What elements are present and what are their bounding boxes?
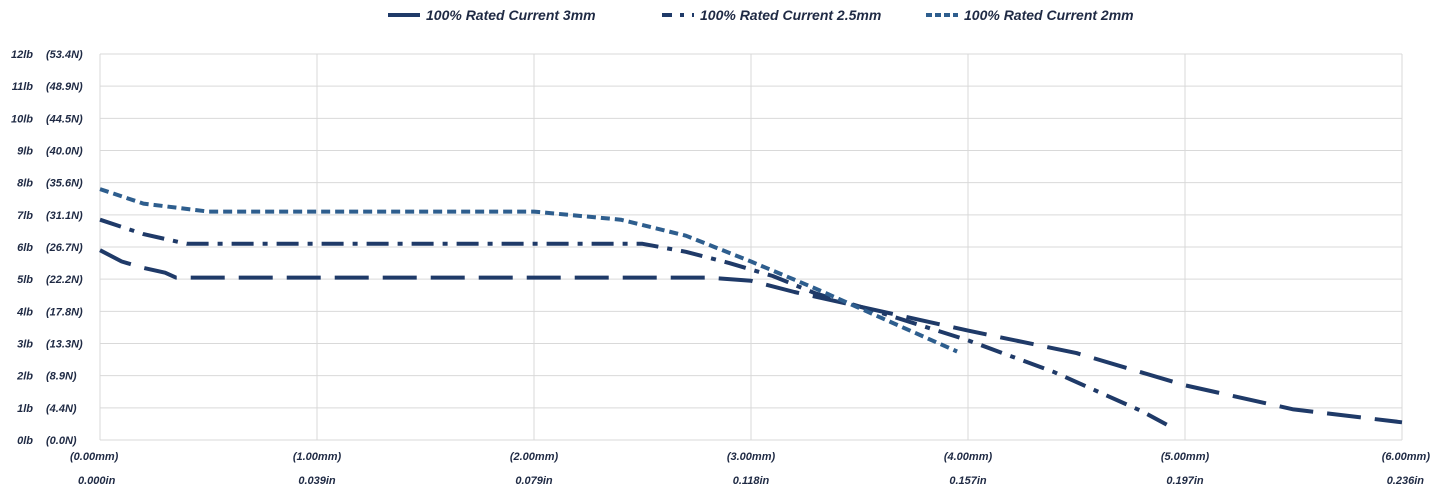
y-tick-label-lb: 7lb — [17, 210, 33, 222]
y-tick-label-lb: 4lb — [16, 306, 33, 318]
legend: 100% Rated Current 3mm 100% Rated Current… — [388, 7, 1134, 23]
y-tick-label-newton: (13.3N) — [46, 339, 83, 351]
legend-label: 100% Rated Current 2.5mm — [700, 7, 881, 23]
x-axis: (0.00mm) 0.000in (1.00mm) 0.039in (2.00mm) 0.… — [70, 451, 1430, 487]
x-tick-label-inch: 0.039in — [298, 475, 336, 487]
y-tick-label-newton: (8.9N) — [46, 371, 77, 383]
x-tick-label-inch: 0.236in — [1387, 475, 1425, 487]
y-tick-label-lb: 1lb — [17, 403, 33, 415]
x-tick-label-inch: 0.197in — [1166, 475, 1204, 487]
y-tick-label-newton: (53.4N) — [46, 49, 83, 61]
y-tick-label-lb: 3lb — [17, 339, 33, 351]
grid — [99, 53, 1403, 441]
y-tick-label-newton: (22.2N) — [46, 274, 83, 286]
y-axis: 12lb (53.4N) 11lb (48.9N) 10lb (44.5N) 9lb (40.… — [11, 49, 83, 447]
y-tick-label-newton: (26.7N) — [46, 242, 83, 254]
legend-label: 100% Rated Current 3mm — [426, 7, 596, 23]
y-tick-label-lb: 6lb — [17, 242, 33, 254]
x-tick-label-mm: (6.00mm) — [1382, 451, 1431, 463]
y-tick-label-lb: 10lb — [11, 113, 33, 125]
x-tick-label-inch: 0.157in — [949, 475, 987, 487]
x-tick-label-mm: (2.00mm) — [510, 451, 559, 463]
x-tick-label-mm: (1.00mm) — [293, 451, 342, 463]
series-lines — [99, 187, 1403, 431]
x-tick-label-inch: 0.118in — [733, 475, 770, 487]
y-tick-label-newton: (4.4N) — [46, 403, 77, 415]
y-tick-label-newton: (44.5N) — [46, 113, 83, 125]
y-tick-label-lb: 9lb — [17, 146, 33, 158]
legend-label: 100% Rated Current 2mm — [964, 7, 1134, 23]
y-tick-label-lb: 12lb — [11, 49, 33, 61]
y-tick-label-lb: 8lb — [17, 178, 33, 190]
y-tick-label-lb: 5lb — [17, 274, 33, 286]
y-tick-label-newton: (35.6N) — [46, 178, 83, 190]
y-tick-label-newton: (48.9N) — [46, 81, 83, 93]
y-tick-label-newton: (17.8N) — [46, 306, 83, 318]
x-tick-label-mm: (0.00mm) — [70, 451, 119, 463]
y-tick-label-newton: (40.0N) — [46, 146, 83, 158]
y-tick-label-lb: 2lb — [16, 371, 33, 383]
x-tick-label-mm: (4.00mm) — [944, 451, 993, 463]
y-tick-label-lb: 0lb — [17, 435, 33, 447]
series-line-2 — [99, 217, 1176, 431]
y-tick-label-newton: (0.0N) — [46, 435, 77, 447]
x-tick-label-inch: 0.000in — [78, 475, 116, 487]
series-line-1 — [99, 248, 1403, 425]
x-tick-label-mm: (5.00mm) — [1161, 451, 1210, 463]
y-tick-label-newton: (31.1N) — [46, 210, 83, 222]
series-line-3 — [99, 187, 958, 354]
x-tick-label-mm: (3.00mm) — [727, 451, 776, 463]
y-tick-label-lb: 11lb — [12, 81, 33, 93]
x-tick-label-inch: 0.079in — [515, 475, 553, 487]
